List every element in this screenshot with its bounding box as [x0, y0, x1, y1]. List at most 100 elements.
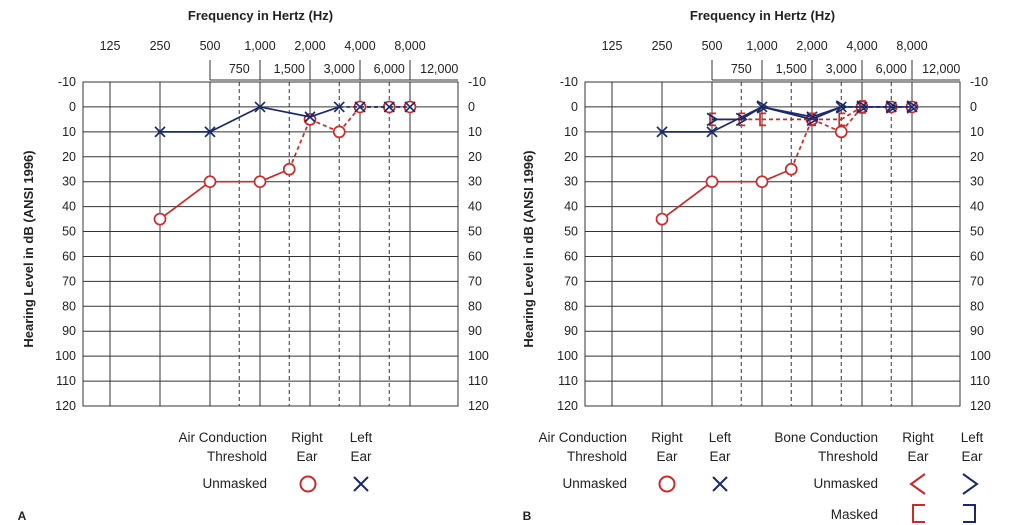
series-line-right-air-unmasked	[790, 119, 813, 170]
marker-gt	[856, 100, 869, 114]
y-tick-label-left: 0	[69, 100, 76, 114]
legend-right-ear-label: Ear	[656, 449, 678, 464]
y-tick-label-right: 10	[970, 125, 984, 139]
x-tick-label: 500	[702, 39, 723, 53]
legend-panel-b: Air Conduction Threshold Right Ear Left Ear Un…	[538, 430, 984, 523]
marker-gt	[735, 112, 748, 127]
y-tick-label-left: 60	[564, 249, 578, 263]
y-tick-label-left: 100	[557, 349, 578, 363]
x-tick-label-mid: 3,000	[324, 62, 355, 76]
legend-bracket-open-icon	[912, 504, 925, 523]
x-tick-label-mid: 1,500	[274, 62, 305, 76]
legend-right-ear-label: Ear	[296, 449, 318, 464]
x-tick-label-mid: 12,000	[420, 62, 458, 76]
y-tick-label-right: 90	[468, 324, 482, 338]
panel-label: B	[523, 509, 532, 523]
y-tick-label-right: 10	[468, 125, 482, 139]
y-tick-label-right: 60	[468, 249, 482, 263]
marker-circle	[655, 212, 669, 226]
marker-gt	[806, 112, 819, 127]
y-tick-label-left: 90	[62, 324, 76, 338]
legend-air-label: Threshold	[567, 449, 627, 464]
y-tick-label-right: 60	[970, 249, 984, 263]
y-tick-label-left: 30	[564, 175, 578, 189]
legend-right-ear-label: Right	[902, 430, 934, 445]
marker-x	[304, 111, 316, 123]
y-tick-label-left: 10	[564, 125, 578, 139]
legend-air-label: Air Conduction	[538, 430, 627, 445]
marker-circle	[834, 125, 848, 139]
x-tick-label-mid: 6,000	[876, 62, 907, 76]
x-tick-label: 8,000	[896, 39, 927, 53]
y-tick-label-left: 70	[564, 274, 578, 288]
y-tick-label-right: 90	[970, 324, 984, 338]
x-tick-label-mid: 1,500	[776, 62, 807, 76]
marker-circle	[253, 175, 267, 189]
y-axis-label: Hearing Level in dB (ANSI 1996)	[21, 150, 36, 347]
y-tick-label-right: 40	[468, 200, 482, 214]
plot-frame	[82, 81, 459, 407]
y-tick-label-right: 80	[468, 299, 482, 313]
x-tick-label-mid: 750	[229, 62, 250, 76]
legend-circle-icon	[658, 475, 676, 493]
y-tick-label-left: 30	[62, 175, 76, 189]
series-line-left-bone-unmasked	[811, 106, 842, 121]
y-tick-label-right: 40	[970, 200, 984, 214]
marker-circle	[784, 162, 798, 176]
x-tick-label-mid: 3,000	[826, 62, 857, 76]
legend-right-ear-label: Right	[291, 430, 323, 445]
marker-x	[756, 101, 768, 113]
legend-left-ear-label: Left	[961, 430, 984, 445]
legend-bone-label: Threshold	[818, 449, 878, 464]
marker-circle	[203, 175, 217, 189]
y-tick-label-right: 70	[970, 274, 984, 288]
x-tick-label: 250	[150, 39, 171, 53]
legend-left-ear-label: Left	[709, 430, 732, 445]
y-axis-label: Hearing Level in dB (ANSI 1996)	[521, 150, 536, 347]
y-tick-label-left: 40	[564, 200, 578, 214]
y-tick-label-right: 110	[970, 374, 990, 388]
legend-unmasked-label: Unmasked	[813, 476, 878, 491]
marker-circle	[153, 212, 167, 226]
y-tick-label-right: 100	[468, 349, 489, 363]
legend-right-ear-label: Right	[651, 430, 683, 445]
series-line-left-air-unmasked	[309, 106, 340, 118]
legend-left-ear-label: Ear	[961, 449, 983, 464]
y-tick-label-right: 110	[468, 374, 488, 388]
x-tick-label: 125	[100, 39, 121, 53]
y-tick-label-right: -10	[970, 75, 988, 89]
marker-x	[333, 101, 345, 113]
series-line-left-air-unmasked	[259, 106, 311, 118]
y-tick-label-right: 70	[468, 274, 482, 288]
y-tick-label-left: 80	[564, 299, 578, 313]
y-tick-label-left: 10	[62, 125, 76, 139]
x-tick-label-mid: 6,000	[374, 62, 405, 76]
series-line-left-bone-unmasked	[761, 106, 813, 121]
series-line-right-air-unmasked	[288, 119, 311, 170]
marker-bracket	[709, 112, 716, 127]
marker-gt	[835, 100, 848, 114]
legend-bone-label: Bone Conduction	[774, 430, 878, 445]
y-tick-label-right: 50	[468, 225, 482, 239]
legend-lt-icon	[909, 473, 926, 495]
x-tick-label: 250	[652, 39, 673, 53]
series-line-left-bone-unmasked	[740, 106, 763, 121]
y-tick-label-left: -10	[58, 75, 76, 89]
y-tick-label-left: 110	[558, 374, 578, 388]
y-tick-label-left: 90	[564, 324, 578, 338]
y-tick-label-left: 0	[571, 100, 578, 114]
series-line-right-air-unmasked	[338, 106, 361, 133]
audiogram-panel-b: Frequency in Hertz (Hz)125 250 500 1,000 2,0…	[521, 8, 991, 523]
legend-air-label: Threshold	[207, 449, 267, 464]
legend-masked-label: Masked	[831, 507, 878, 522]
marker-x	[404, 101, 416, 113]
x-tick-label: 8,000	[394, 39, 425, 53]
y-tick-label-left: 50	[564, 225, 578, 239]
marker-gt	[885, 100, 898, 114]
legend-circle-icon	[299, 475, 317, 493]
x-tick-label: 2,000	[796, 39, 827, 53]
chart-title: Frequency in Hertz (Hz)	[690, 8, 835, 23]
series-line-right-air-unmasked	[661, 181, 713, 220]
legend-panel-a: Air Conduction Threshold Right Ear Left Ear Un…	[178, 430, 373, 493]
